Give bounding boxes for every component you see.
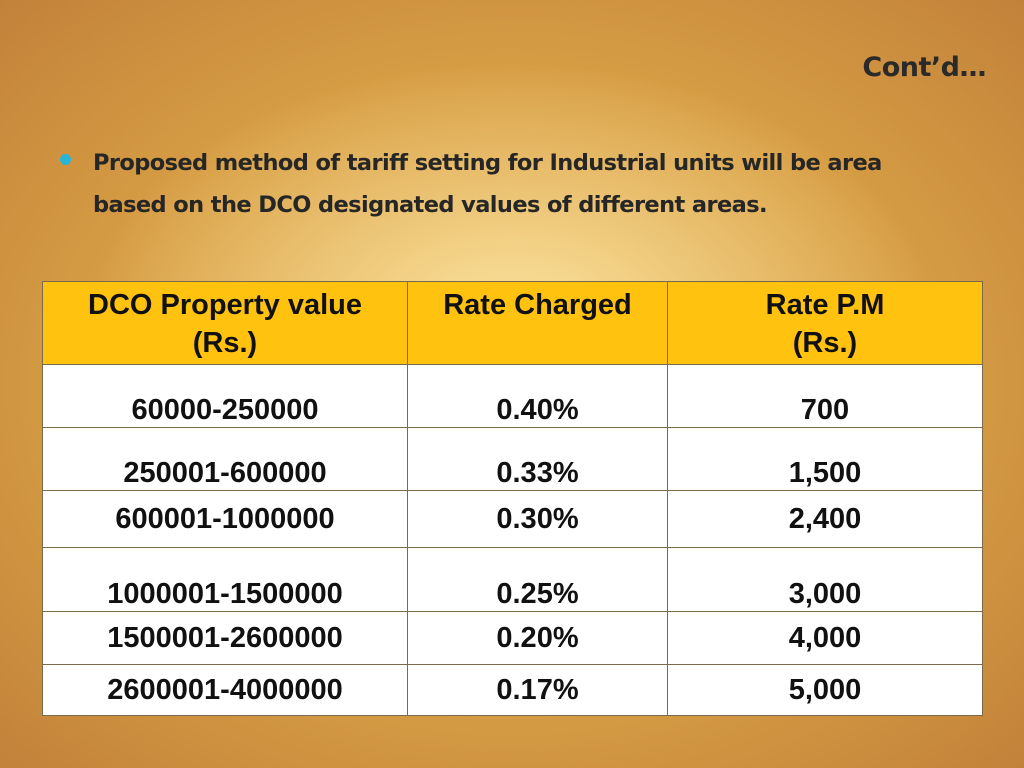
header-line: Rate Charged <box>443 289 632 321</box>
cell-rate: 0.20% <box>407 611 668 665</box>
cell-rate: 0.40% <box>407 364 668 428</box>
cell-rate: 0.33% <box>407 427 668 491</box>
table-header-row: DCO Property value (Rs.) Rate Charged Ra… <box>42 281 983 365</box>
header-dco-property-value: DCO Property value (Rs.) <box>42 281 408 365</box>
cell-rate: 0.30% <box>407 490 668 548</box>
header-line: DCO Property value <box>88 289 362 321</box>
table-row: 600001-1000000 0.30% 2,400 <box>42 490 983 548</box>
cell-rate-pm: 700 <box>667 364 983 428</box>
cell-rate-pm: 1,500 <box>667 427 983 491</box>
table-row: 250001-600000 0.33% 1,500 <box>42 427 983 491</box>
cell-rate: 0.17% <box>407 664 668 716</box>
table-row: 60000-250000 0.40% 700 <box>42 364 983 428</box>
bullet-dot-icon <box>60 154 71 165</box>
header-rate-charged: Rate Charged <box>407 281 668 365</box>
header-line: (Rs.) <box>192 327 258 359</box>
slide-title: Cont’d… <box>862 52 986 83</box>
header-line: Rate P.M <box>765 289 885 321</box>
cell-rate: 0.25% <box>407 547 668 612</box>
table-row: 1000001-1500000 0.25% 3,000 <box>42 547 983 612</box>
cell-range: 250001-600000 <box>42 427 408 491</box>
cell-rate-pm: 2,400 <box>667 490 983 548</box>
bullet-text: Proposed method of tariff setting for In… <box>93 150 882 218</box>
bullet-point: Proposed method of tariff setting for In… <box>60 142 940 226</box>
cell-range: 600001-1000000 <box>42 490 408 548</box>
cell-range: 1500001-2600000 <box>42 611 408 665</box>
table-row: 2600001-4000000 0.17% 5,000 <box>42 664 983 716</box>
cell-range: 1000001-1500000 <box>42 547 408 612</box>
cell-rate-pm: 3,000 <box>667 547 983 612</box>
table-row: 1500001-2600000 0.20% 4,000 <box>42 611 983 665</box>
cell-rate-pm: 5,000 <box>667 664 983 716</box>
header-line: (Rs.) <box>792 327 858 359</box>
tariff-table: DCO Property value (Rs.) Rate Charged Ra… <box>42 281 983 716</box>
cell-rate-pm: 4,000 <box>667 611 983 665</box>
cell-range: 2600001-4000000 <box>42 664 408 716</box>
cell-range: 60000-250000 <box>42 364 408 428</box>
header-rate-pm: Rate P.M (Rs.) <box>667 281 983 365</box>
